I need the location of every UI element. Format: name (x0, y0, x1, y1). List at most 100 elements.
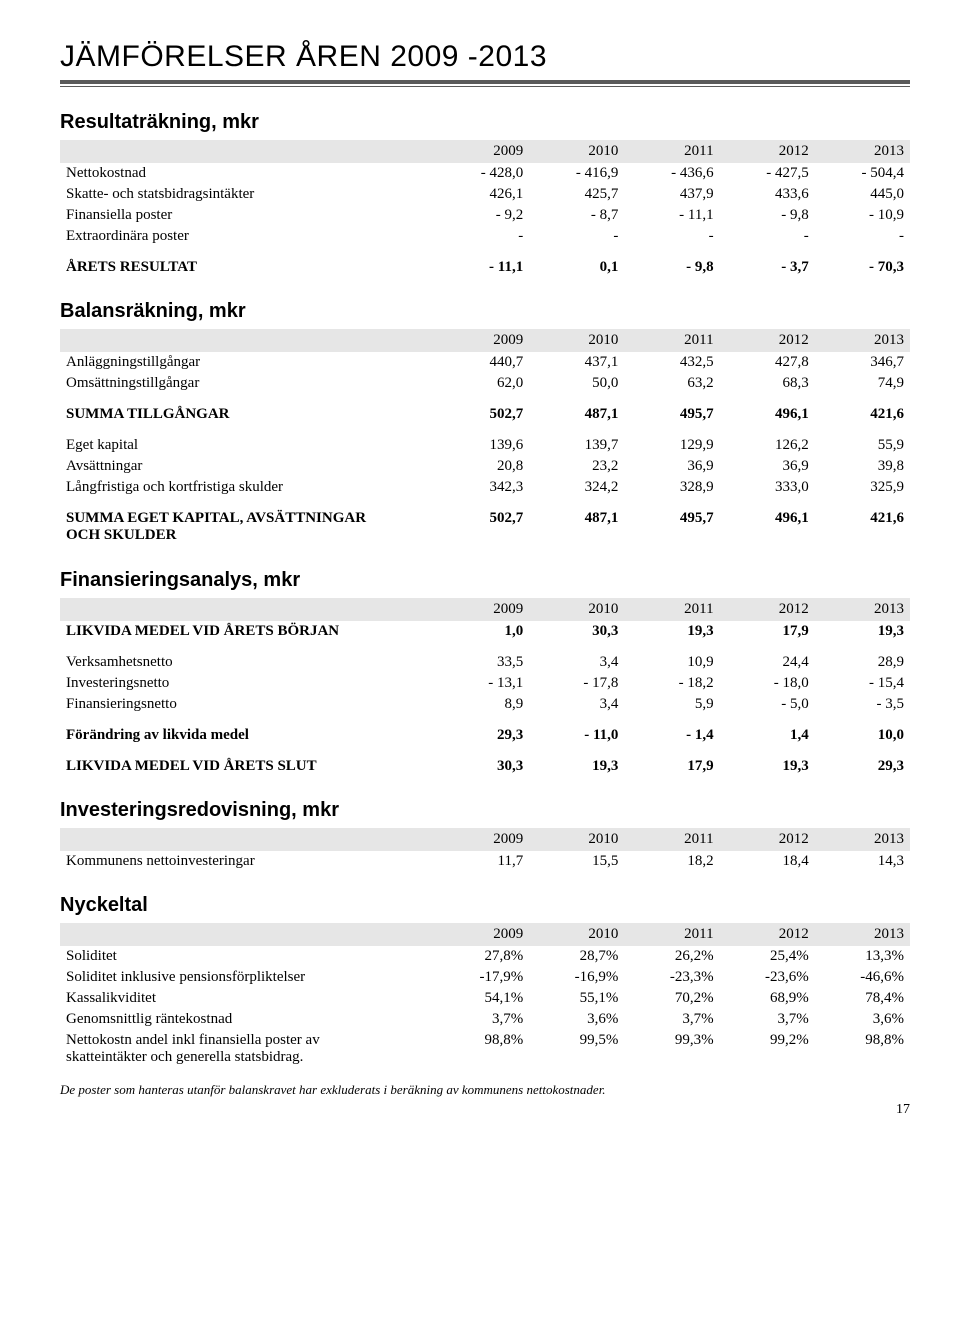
year-header: 2013 (815, 598, 910, 621)
cell-value: 437,9 (624, 184, 719, 205)
table-row: Kommunens nettoinvesteringar11,715,518,2… (60, 851, 910, 872)
cell-value: - (529, 226, 624, 247)
cell-value: -16,9% (529, 967, 624, 988)
year-header: 2013 (815, 140, 910, 163)
cell-value: 26,2% (624, 946, 719, 967)
cell-value: - 11,1 (624, 205, 719, 226)
cell-value: 99,3% (624, 1030, 719, 1069)
row-label: Genomsnittlig räntekostnad (60, 1009, 434, 1030)
cell-value: 1,4 (720, 725, 815, 746)
cell-value: - 3,7 (720, 257, 815, 278)
section-heading-resultat: Resultaträkning, mkr (60, 111, 910, 134)
year-header: 2010 (529, 329, 624, 352)
cell-value: 14,3 (815, 851, 910, 872)
cell-value: - 504,4 (815, 163, 910, 184)
cell-value: 28,7% (529, 946, 624, 967)
cell-value: 68,3 (720, 373, 815, 394)
row-label: Verksamhetsnetto (60, 652, 434, 673)
cell-value: 433,6 (720, 184, 815, 205)
cell-value: 10,9 (624, 652, 719, 673)
section-heading-invest: Investeringsredovisning, mkr (60, 799, 910, 822)
section-heading-finans: Finansieringsanalys, mkr (60, 569, 910, 592)
cell-value: 13,3% (815, 946, 910, 967)
cell-value: 324,2 (529, 477, 624, 498)
row-label: Förändring av likvida medel (60, 725, 434, 746)
row-label: Soliditet inklusive pensionsförpliktelse… (60, 967, 434, 988)
page-number: 17 (60, 1102, 910, 1118)
cell-value: 62,0 (434, 373, 529, 394)
year-header: 2013 (815, 828, 910, 851)
cell-value: - 436,6 (624, 163, 719, 184)
table-row: Omsättningstillgångar62,050,063,268,374,… (60, 373, 910, 394)
table-row: Verksamhetsnetto33,53,410,924,428,9 (60, 652, 910, 673)
cell-value: 18,4 (720, 851, 815, 872)
row-label: Kassalikviditet (60, 988, 434, 1009)
table-row: Soliditet27,8%28,7%26,2%25,4%13,3% (60, 946, 910, 967)
cell-value: 33,5 (434, 652, 529, 673)
title-rule-thin (60, 86, 910, 87)
table-resultat: 20092010201120122013Nettokostnad- 428,0-… (60, 140, 910, 278)
cell-value: - 10,9 (815, 205, 910, 226)
table-row: ÅRETS RESULTAT- 11,10,1- 9,8- 3,7- 70,3 (60, 257, 910, 278)
cell-value: 427,8 (720, 352, 815, 373)
row-label: Investeringsnetto (60, 673, 434, 694)
cell-value: - 416,9 (529, 163, 624, 184)
table-row: Extraordinära poster----- (60, 226, 910, 247)
year-header: 2009 (434, 598, 529, 621)
cell-value: 495,7 (624, 404, 719, 425)
cell-value: 333,0 (720, 477, 815, 498)
table-row: Kassalikviditet54,1%55,1%70,2%68,9%78,4% (60, 988, 910, 1009)
cell-value: 30,3 (529, 621, 624, 642)
row-label: Eget kapital (60, 435, 434, 456)
cell-value: 3,7% (434, 1009, 529, 1030)
row-label: LIKVIDA MEDEL VID ÅRETS SLUT (60, 756, 434, 777)
table-finans: 20092010201120122013LIKVIDA MEDEL VID ÅR… (60, 598, 910, 777)
cell-value: 3,6% (815, 1009, 910, 1030)
cell-value: 98,8% (434, 1030, 529, 1069)
row-label: Nettokostn andel inkl finansiella poster… (60, 1030, 434, 1069)
cell-value: 129,9 (624, 435, 719, 456)
year-header: 2011 (624, 329, 719, 352)
table-invest: 20092010201120122013Kommunens nettoinves… (60, 828, 910, 872)
cell-value: 19,3 (529, 756, 624, 777)
cell-value: 29,3 (815, 756, 910, 777)
cell-value: 421,6 (815, 508, 910, 547)
cell-value: - 9,8 (720, 205, 815, 226)
cell-value: 328,9 (624, 477, 719, 498)
row-label: Extraordinära poster (60, 226, 434, 247)
cell-value: - 1,4 (624, 725, 719, 746)
cell-value: 30,3 (434, 756, 529, 777)
cell-value: - 18,2 (624, 673, 719, 694)
year-header: 2012 (720, 598, 815, 621)
row-label: Kommunens nettoinvesteringar (60, 851, 434, 872)
year-header: 2009 (434, 140, 529, 163)
table-row: Nettokostn andel inkl finansiella poster… (60, 1030, 910, 1069)
cell-value: 24,4 (720, 652, 815, 673)
cell-value: 445,0 (815, 184, 910, 205)
year-header-blank (60, 329, 434, 352)
cell-value: 502,7 (434, 404, 529, 425)
cell-value: 3,4 (529, 652, 624, 673)
table-row: Anläggningstillgångar440,7437,1432,5427,… (60, 352, 910, 373)
year-header-blank (60, 598, 434, 621)
table-row: Eget kapital139,6139,7129,9126,255,9 (60, 435, 910, 456)
cell-value: - 15,4 (815, 673, 910, 694)
cell-value: - 8,7 (529, 205, 624, 226)
cell-value: - 17,8 (529, 673, 624, 694)
year-header: 2013 (815, 329, 910, 352)
cell-value: 425,7 (529, 184, 624, 205)
row-label: Avsättningar (60, 456, 434, 477)
table-row: Finansiella poster- 9,2- 8,7- 11,1- 9,8-… (60, 205, 910, 226)
year-header: 2012 (720, 329, 815, 352)
table-row: LIKVIDA MEDEL VID ÅRETS BÖRJAN1,030,319,… (60, 621, 910, 642)
table-row: Långfristiga och kortfristiga skulder342… (60, 477, 910, 498)
cell-value: - 9,8 (624, 257, 719, 278)
cell-value: 495,7 (624, 508, 719, 547)
cell-value: 99,2% (720, 1030, 815, 1069)
year-header-blank (60, 140, 434, 163)
cell-value: 426,1 (434, 184, 529, 205)
cell-value: - 11,0 (529, 725, 624, 746)
year-header: 2012 (720, 828, 815, 851)
cell-value: 17,9 (720, 621, 815, 642)
cell-value: 23,2 (529, 456, 624, 477)
